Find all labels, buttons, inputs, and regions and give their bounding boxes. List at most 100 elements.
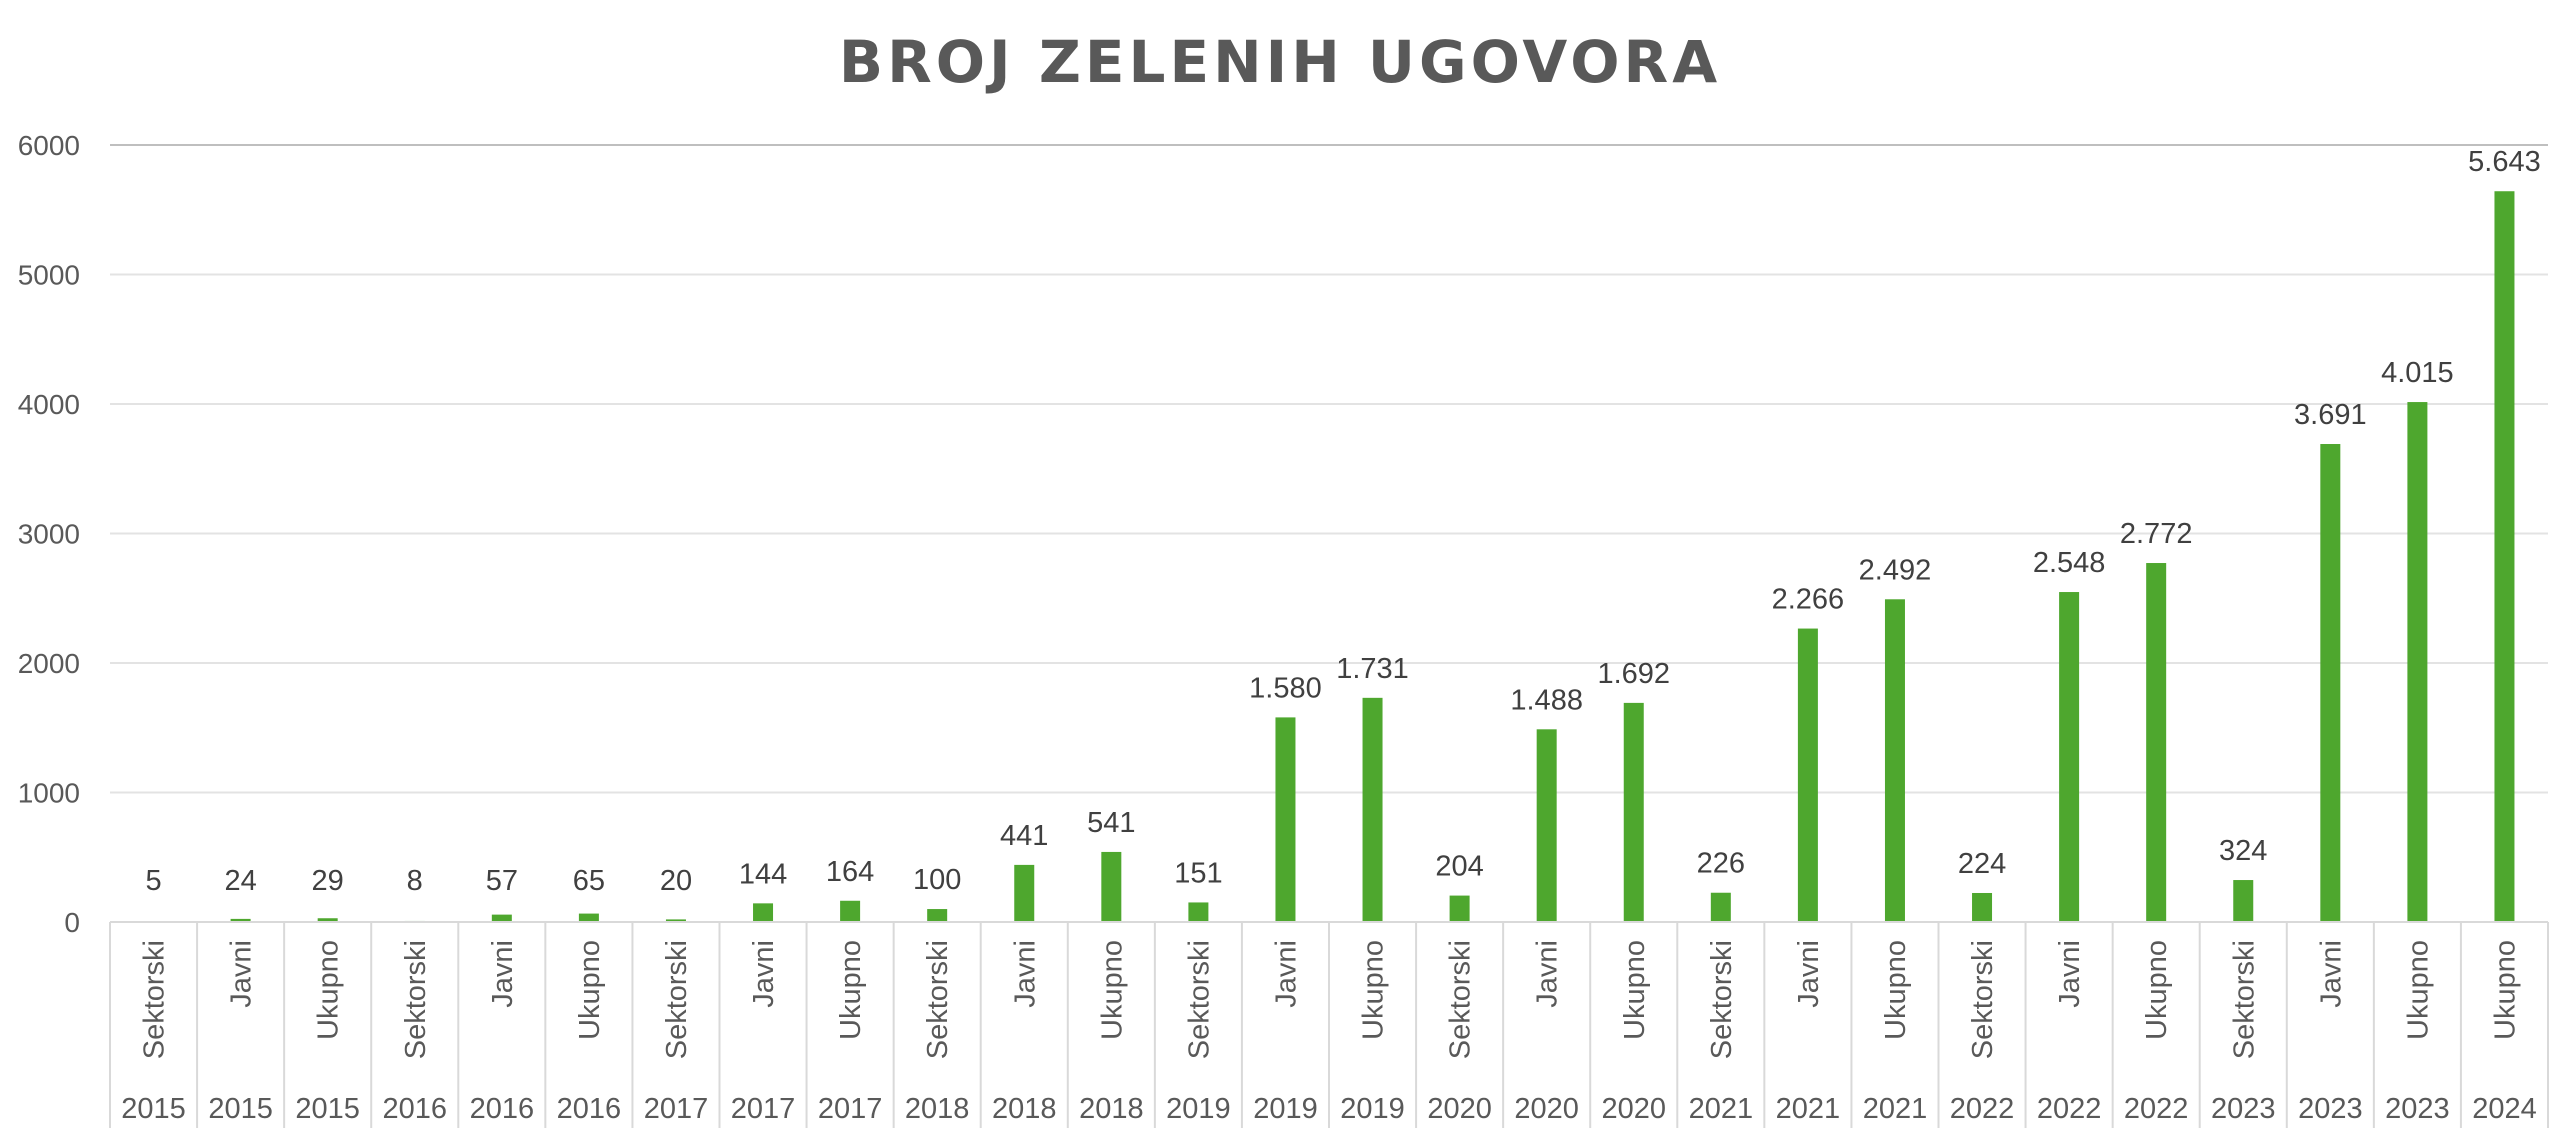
bar: [665, 919, 686, 922]
y-tick-label: 6000: [18, 130, 80, 161]
data-label: 100: [913, 864, 961, 896]
x-category-label: Javni: [1270, 940, 1302, 1008]
x-category-label: Ukupno: [1619, 940, 1651, 1040]
y-tick-label: 1000: [18, 778, 80, 809]
y-tick-label: 5000: [18, 260, 80, 291]
x-category-label: Ukupno: [313, 940, 345, 1040]
y-tick-label: 4000: [18, 389, 80, 420]
x-category-label: Ukupno: [1096, 940, 1128, 1040]
x-category-label: Sektorski: [1183, 940, 1215, 1059]
chart-title: BROJ ZELENIH UGOVORA: [838, 28, 1722, 96]
bar: [1623, 702, 1644, 922]
data-label: 2.772: [2120, 518, 2193, 550]
x-year-label: 2015: [121, 1093, 186, 1125]
x-year-label: 2022: [1950, 1093, 2015, 1125]
bar: [2494, 191, 2515, 922]
bar: [1710, 892, 1731, 922]
x-category-label: Ukupno: [1358, 940, 1390, 1040]
bar: [840, 900, 861, 922]
x-category-label: Ukupno: [2489, 940, 2521, 1040]
bar: [578, 913, 599, 922]
x-year-label: 2018: [1079, 1093, 1144, 1125]
data-label: 65: [573, 865, 605, 897]
data-label: 57: [486, 865, 518, 897]
x-category-label: Javni: [487, 940, 519, 1008]
x-year-label: 2016: [382, 1093, 447, 1125]
bar: [927, 909, 948, 922]
data-label: 2.266: [1772, 584, 1845, 616]
bar: [491, 914, 512, 922]
x-category-label: Javni: [226, 940, 258, 1008]
bar: [753, 903, 774, 922]
bar: [2407, 402, 2428, 922]
x-category-label: Javni: [1532, 940, 1564, 1008]
data-label: 226: [1697, 848, 1745, 880]
data-label: 144: [739, 858, 787, 890]
x-year-label: 2017: [644, 1093, 709, 1125]
data-label: 1.580: [1249, 672, 1322, 704]
data-label: 24: [224, 865, 256, 897]
x-year-label: 2019: [1253, 1093, 1318, 1125]
bar: [2320, 444, 2341, 922]
bar: [1188, 902, 1209, 922]
data-label: 2.548: [2033, 547, 2106, 579]
x-category-label: Ukupno: [1880, 940, 1912, 1040]
data-label: 164: [826, 856, 874, 888]
x-category-label: Sektorski: [1445, 940, 1477, 1059]
x-year-label: 2017: [818, 1093, 883, 1125]
bar: [2059, 592, 2080, 922]
x-category-label: Javni: [1009, 940, 1041, 1008]
x-category-label: Sektorski: [1967, 940, 1999, 1059]
data-label: 3.691: [2294, 399, 2367, 431]
x-year-label: 2022: [2124, 1093, 2189, 1125]
x-year-label: 2019: [1340, 1093, 1405, 1125]
data-labels: 5 24 29 8 57 65 20 144 164 100 441 541 151 1.580 1.731…: [145, 146, 2540, 897]
x-category-label: Sektorski: [661, 940, 693, 1059]
x-category-label: Javni: [2315, 940, 2347, 1008]
x-category-label: Sektorski: [1706, 940, 1738, 1059]
x-axis: Sektorski 2015 Javni 2015 Ukupno 2015 Sektorsk…: [109, 921, 2549, 1128]
x-year-label: 2020: [1427, 1093, 1492, 1125]
x-year-label: 2023: [2211, 1093, 2276, 1125]
bar: [1884, 599, 1905, 922]
x-year-label: 2017: [731, 1093, 796, 1125]
x-year-label: 2022: [2037, 1093, 2102, 1125]
x-year-label: 2016: [470, 1093, 535, 1125]
bar: [230, 918, 251, 922]
data-label: 151: [1174, 857, 1222, 889]
data-label: 224: [1958, 848, 2006, 880]
x-year-label: 2024: [2472, 1093, 2537, 1125]
y-tick-label: 2000: [18, 648, 80, 679]
x-year-label: 2021: [1776, 1093, 1841, 1125]
data-label: 1.488: [1510, 684, 1583, 716]
x-year-label: 2018: [905, 1093, 970, 1125]
bar: [1536, 729, 1557, 922]
data-label: 4.015: [2381, 357, 2454, 389]
x-category-label: Ukupno: [2402, 940, 2434, 1040]
bar: [1797, 628, 1818, 922]
bar: [2146, 563, 2167, 922]
bar: [317, 918, 338, 922]
x-category-label: Sektorski: [2228, 940, 2260, 1059]
data-label: 324: [2219, 835, 2267, 867]
data-label: 2.492: [1859, 554, 1932, 586]
data-label: 441: [1000, 820, 1048, 852]
x-year-label: 2023: [2385, 1093, 2450, 1125]
x-category-label: Javni: [1793, 940, 1825, 1008]
data-label: 541: [1087, 807, 1135, 839]
x-year-label: 2015: [208, 1093, 273, 1125]
x-category-label: Sektorski: [139, 940, 171, 1059]
data-label: 29: [312, 865, 344, 897]
x-year-label: 2021: [1689, 1093, 1754, 1125]
x-year-label: 2015: [295, 1093, 360, 1125]
data-label: 8: [407, 865, 423, 897]
x-category-label: Javni: [748, 940, 780, 1008]
y-tick-label: 3000: [18, 519, 80, 550]
y-axis-ticks: 0 1000 2000 3000 4000 5000 6000: [18, 130, 80, 938]
x-year-label: 2020: [1601, 1093, 1666, 1125]
x-category-label: Sektorski: [400, 940, 432, 1059]
data-label: 1.731: [1336, 653, 1409, 685]
data-label: 20: [660, 865, 692, 897]
x-category-label: Ukupno: [574, 940, 606, 1040]
